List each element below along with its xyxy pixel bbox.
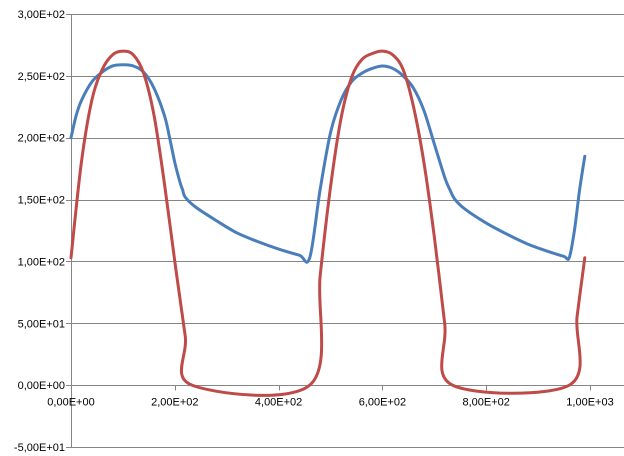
x-tick-label: 0,00E+00 xyxy=(47,397,94,409)
y-tick-label: 2,00E+02 xyxy=(18,133,65,145)
y-tick-labels: -5,00E+01 0,00E+00 5,00E+01 1,00E+02 1,50E+0… xyxy=(14,9,65,454)
x-tick-labels: 0,00E+00 2,00E+02 4,00E+02 6,00E+02 8,00E+02… xyxy=(47,397,613,409)
y-tick-label: -5,00E+01 xyxy=(14,442,65,454)
x-tick-label: 6,00E+02 xyxy=(359,397,406,409)
y-tick-label: 3,00E+02 xyxy=(18,9,65,21)
y-tick-label: 0,00E+00 xyxy=(18,380,65,392)
series-lines xyxy=(69,49,587,397)
y-tick-label: 1,00E+02 xyxy=(18,256,65,268)
x-tick-label: 8,00E+02 xyxy=(462,397,509,409)
y-tick-label: 2,50E+02 xyxy=(18,71,65,83)
y-tick-label: 1,50E+02 xyxy=(18,195,65,207)
x-tick-label: 4,00E+02 xyxy=(255,397,302,409)
y-axis xyxy=(66,14,72,448)
x-tick-label: 2,00E+02 xyxy=(151,397,198,409)
x-tick-label: 1,00E+03 xyxy=(566,397,613,409)
gridlines xyxy=(71,14,624,448)
series-line-2 xyxy=(69,49,587,397)
y-tick-label: 5,00E+01 xyxy=(18,318,65,330)
x-axis xyxy=(71,385,624,391)
